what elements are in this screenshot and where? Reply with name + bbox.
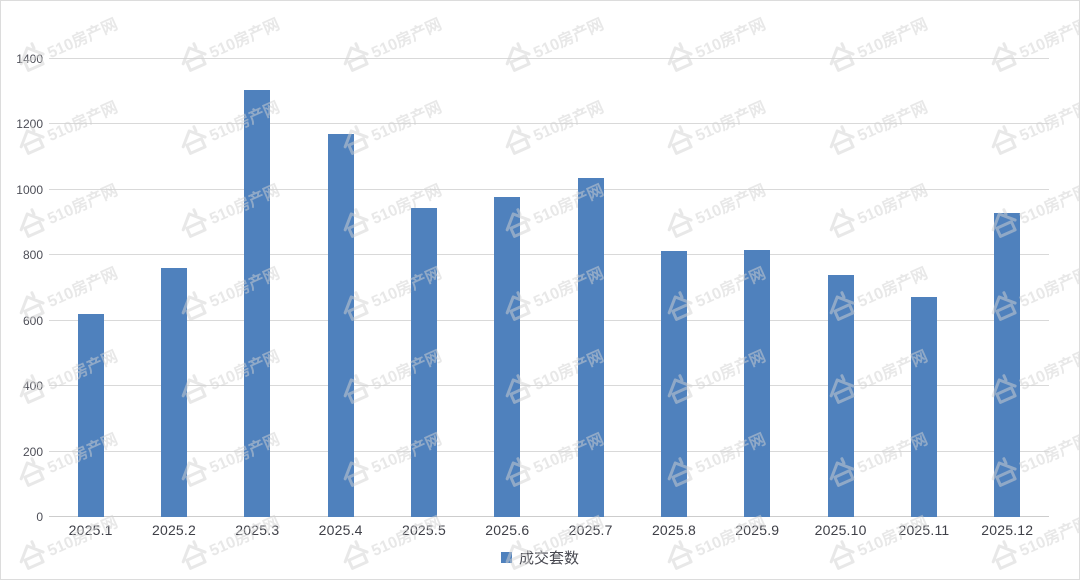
x-tick-label: 2025.10 [814,522,867,538]
y-tick-label: 0 [36,510,43,524]
legend-swatch [500,552,512,563]
x-tick-label: 2025.6 [485,522,530,538]
y-tick-label: 800 [22,248,43,263]
x-tick-label: 2025.9 [735,522,780,538]
bar-2025.1 [77,314,104,517]
legend: 成交套数 [1,547,1079,568]
bar-2025.4 [327,134,354,517]
bar-cell-2025.9 [716,59,799,517]
bar-series [49,59,1049,517]
bar-cell-2025.12 [966,59,1049,517]
bar-cell-2025.2 [132,59,215,517]
bar-2025.9 [744,250,771,517]
bar-cell-2025.11 [882,59,965,517]
legend-label: 成交套数 [518,550,579,567]
bar-2025.7 [577,177,604,517]
bar-cell-2025.10 [799,59,882,517]
x-axis: 2025.1 2025.2 2025.3 2025.4 2025.5 2025.6 2025… [49,522,1049,538]
bar-2025.12 [994,212,1021,517]
bar-cell-2025.7 [549,59,632,517]
bar-cell-2025.6 [466,59,549,517]
x-tick-label: 2025.5 [401,522,446,538]
x-tick-label: 2025.4 [318,522,363,538]
bar-cell-2025.4 [299,59,382,517]
bar-cell-2025.1 [49,59,132,517]
x-tick-label: 2025.3 [235,522,280,538]
y-tick-label: 1200 [16,117,43,132]
y-tick-label: 200 [22,444,43,459]
bar-2025.10 [827,274,854,517]
y-tick-label: 600 [22,313,43,328]
bar-2025.2 [160,268,187,517]
x-tick-label: 2025.2 [151,522,196,538]
bar-cell-2025.8 [632,59,715,517]
bar-2025.5 [410,207,437,517]
x-tick-label: 2025.8 [651,522,696,538]
x-tick-label: 2025.1 [68,522,113,538]
y-axis: 0 200 400 600 800 1000 1200 1400 [1,53,43,523]
x-tick-label: 2025.7 [568,522,613,538]
bar-2025.11 [910,297,937,517]
y-tick-label: 400 [22,379,43,394]
bar-2025.3 [244,90,271,517]
bar-cell-2025.3 [216,59,299,517]
bar-2025.6 [494,197,521,517]
plot-area [49,58,1049,517]
bar-2025.8 [660,251,687,517]
y-tick-label: 1000 [16,182,43,197]
y-tick-label: 1400 [16,52,43,66]
x-tick-label: 2025.11 [898,522,950,538]
bar-cell-2025.5 [382,59,465,517]
x-tick-label: 2025.12 [981,522,1034,538]
